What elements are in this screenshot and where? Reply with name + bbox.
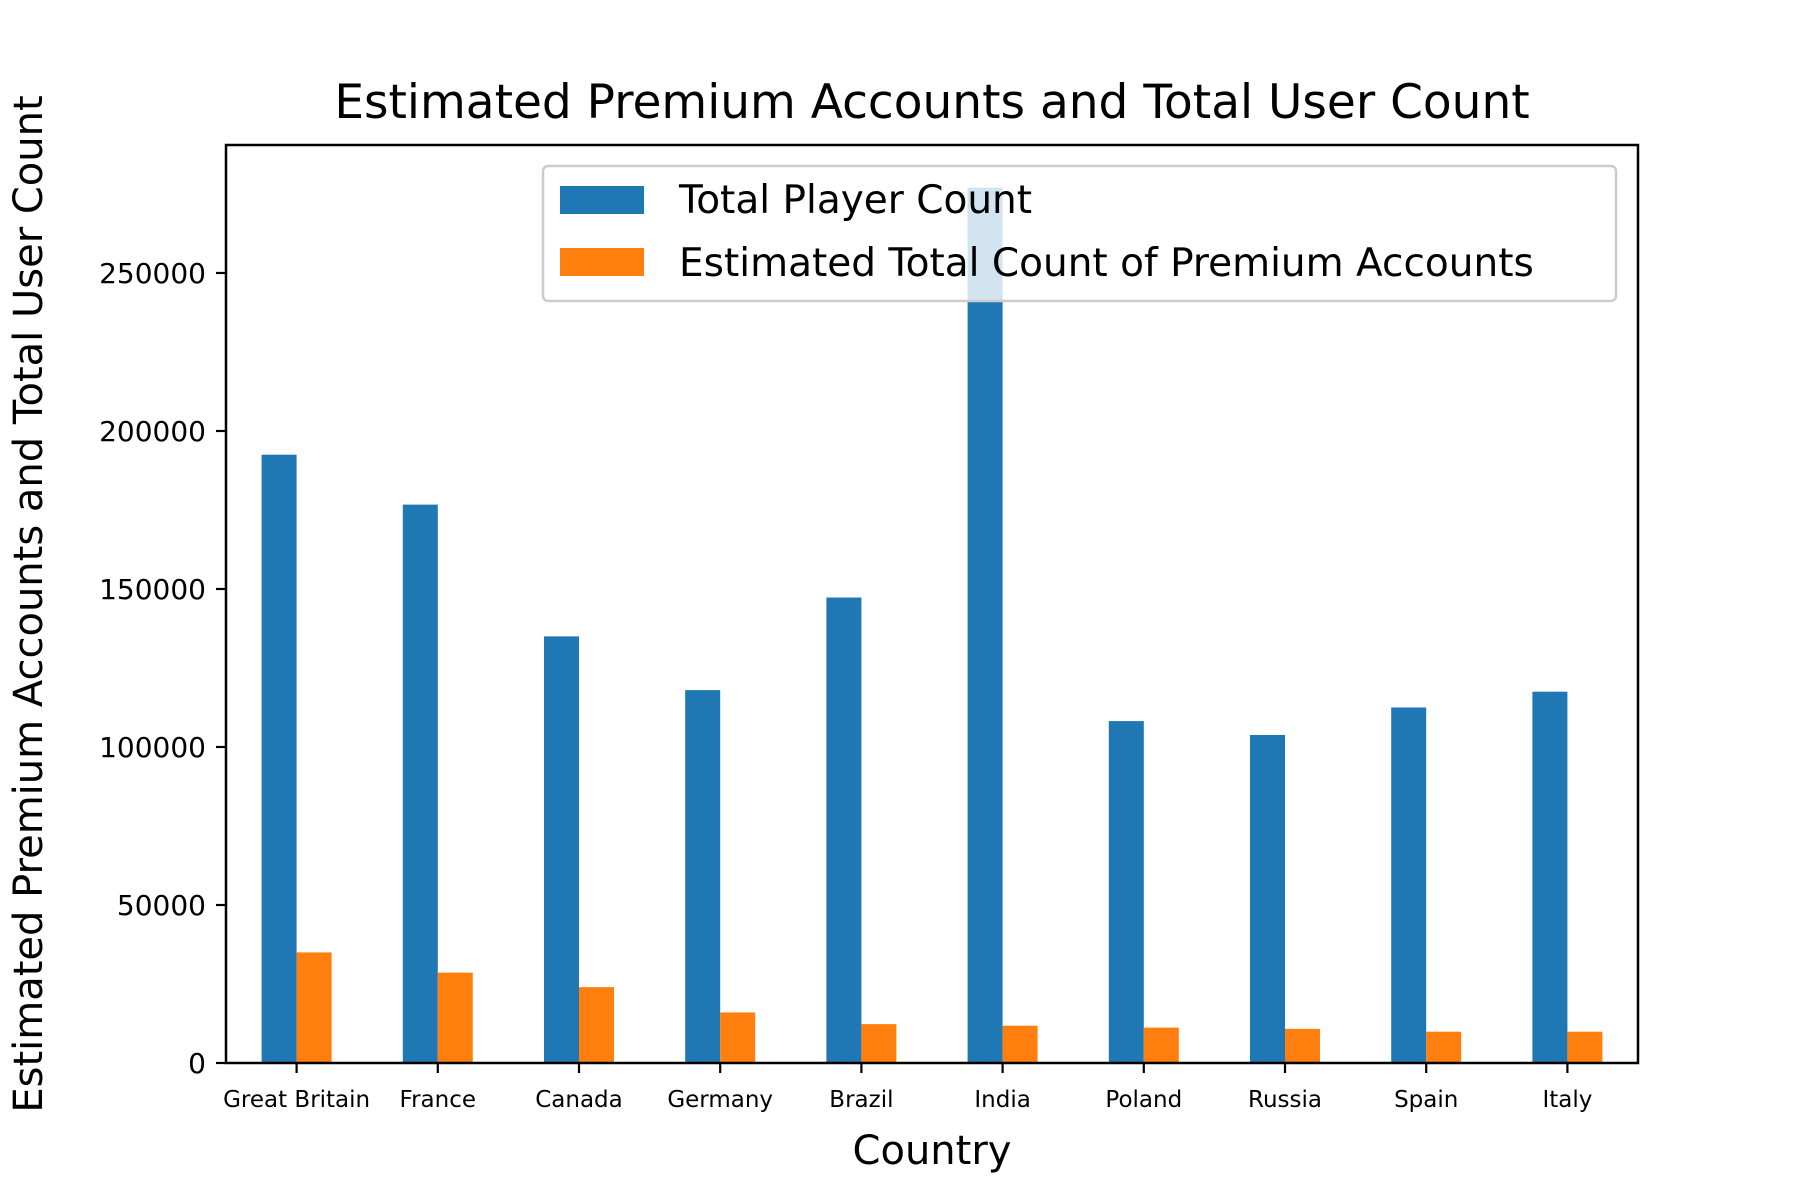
bar-total-player-count-canada xyxy=(544,636,579,1063)
bar-total-player-count-spain xyxy=(1391,707,1427,1063)
x-tick-label-brazil: Brazil xyxy=(829,1087,893,1113)
y-tick-label: 150000 xyxy=(99,573,206,606)
x-tick-label-italy: Italy xyxy=(1542,1087,1592,1113)
y-tick-label: 100000 xyxy=(99,731,206,764)
y-axis-title: Estimated Premium Accounts and Total Use… xyxy=(6,95,52,1112)
bar-total-player-count-poland xyxy=(1108,721,1144,1063)
x-tick-label-france: France xyxy=(400,1087,476,1113)
plot-frame xyxy=(224,143,1640,1065)
bar-estimated-total-count-of-premium-accounts-spain xyxy=(1426,1031,1462,1063)
bar-estimated-total-count-of-premium-accounts-france xyxy=(437,972,473,1063)
legend: Total Player Count Estimated Total Count… xyxy=(541,164,1618,303)
bars-layer xyxy=(261,187,1603,1063)
x-tick-label-germany: Germany xyxy=(667,1087,773,1113)
y-tick-label: 0 xyxy=(188,1047,206,1080)
y-tick-label: 200000 xyxy=(99,415,206,448)
x-tick-label-russia: Russia xyxy=(1248,1087,1322,1113)
bar-estimated-total-count-of-premium-accounts-poland xyxy=(1143,1027,1179,1063)
bar-total-player-count-brazil xyxy=(826,597,862,1063)
bar-estimated-total-count-of-premium-accounts-brazil xyxy=(861,1024,897,1063)
bar-total-player-count-india xyxy=(967,187,1003,1063)
bar-estimated-total-count-of-premium-accounts-india xyxy=(1002,1025,1038,1063)
bar-total-player-count-france xyxy=(402,504,438,1063)
axes-layer xyxy=(224,143,1640,1065)
x-tick-label-canada: Canada xyxy=(535,1087,623,1113)
legend-swatch-total-player-count xyxy=(560,186,644,214)
chart-title: Estimated Premium Accounts and Total Use… xyxy=(334,75,1529,130)
bar-estimated-total-count-of-premium-accounts-great-britain xyxy=(296,952,332,1063)
bar-total-player-count-italy xyxy=(1532,691,1568,1063)
y-tick-label: 250000 xyxy=(99,257,206,290)
x-tick-label-india: India xyxy=(974,1087,1030,1113)
legend-frame xyxy=(541,164,1618,303)
x-tick-label-great-britain: Great Britain xyxy=(223,1087,370,1113)
bar-estimated-total-count-of-premium-accounts-canada xyxy=(579,987,614,1063)
x-tick-label-spain: Spain xyxy=(1394,1087,1458,1113)
legend-swatch-premium-accounts xyxy=(560,248,644,276)
y-ticks: 0 50000 100000 150000 200000 250000 xyxy=(99,257,226,1080)
x-ticks: Great Britain France Canada Germany Brazil In… xyxy=(223,1063,1592,1113)
legend-label-total-player-count: Total Player Count xyxy=(678,178,1032,223)
bar-estimated-total-count-of-premium-accounts-italy xyxy=(1567,1031,1603,1063)
legend-label-premium-accounts: Estimated Total Count of Premium Account… xyxy=(679,241,1534,286)
bar-total-player-count-germany xyxy=(685,690,721,1063)
bar-estimated-total-count-of-premium-accounts-germany xyxy=(720,1012,756,1063)
bar-total-player-count-russia xyxy=(1250,734,1285,1063)
bar-total-player-count-great-britain xyxy=(261,454,297,1063)
bar-estimated-total-count-of-premium-accounts-russia xyxy=(1285,1028,1320,1063)
y-tick-label: 50000 xyxy=(117,889,206,922)
x-tick-label-poland: Poland xyxy=(1105,1087,1182,1113)
x-axis-title: Country xyxy=(853,1128,1012,1174)
